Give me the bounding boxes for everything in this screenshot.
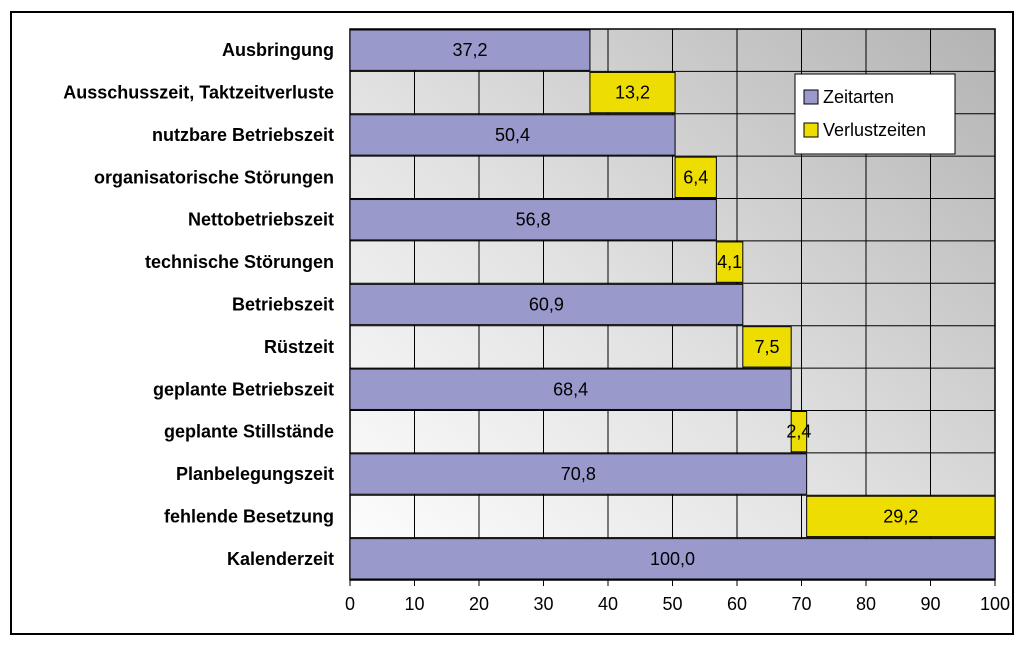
category-label-planbelegungszeit: Planbelegungszeit bbox=[176, 464, 334, 484]
category-label-geplante-stillst-nde: geplante Stillstände bbox=[164, 422, 334, 442]
bar-planbelegungszeit bbox=[349, 453, 808, 495]
bar-technische-st-rungen bbox=[715, 241, 744, 283]
data-label-nettobetriebszeit: 56,8 bbox=[516, 210, 551, 230]
data-label-technische-st-rungen: 4,1 bbox=[717, 252, 742, 272]
x-tick-label-80: 80 bbox=[856, 594, 876, 614]
category-labels: Ausbringung Ausschusszeit, Taktzeitverlus… bbox=[63, 40, 334, 569]
data-label-kalenderzeit: 100,0 bbox=[650, 549, 695, 569]
category-label-geplante-betriebszeit: geplante Betriebszeit bbox=[153, 379, 334, 399]
bar-nutzbare-betriebszeit bbox=[349, 114, 676, 156]
x-tick-label-60: 60 bbox=[727, 594, 747, 614]
legend-box bbox=[794, 73, 956, 155]
x-tick-label-50: 50 bbox=[662, 594, 682, 614]
category-label-ausbringung: Ausbringung bbox=[222, 40, 334, 60]
legend-swatch-verlustzeiten bbox=[803, 122, 819, 138]
category-label-fehlende-besetzung: fehlende Besetzung bbox=[164, 506, 334, 526]
x-tick-label-20: 20 bbox=[469, 594, 489, 614]
bar-organisatorische-st-rungen bbox=[674, 156, 717, 199]
bar-betriebszeit bbox=[349, 283, 744, 326]
bar-r-stzeit bbox=[742, 326, 792, 368]
bars: 37,2 13,2 50,4 6,4 56,8 4,1 60,9 7,5 68,4 2,4 70,8… bbox=[349, 29, 996, 580]
category-label-ausschusszeit-taktzeitverluste: Ausschusszeit, Taktzeitverluste bbox=[63, 83, 334, 103]
category-label-technische-st-rungen: technische Störungen bbox=[145, 252, 334, 272]
data-label-geplante-stillst-nde: 2,4 bbox=[786, 422, 811, 442]
data-label-ausbringung: 37,2 bbox=[452, 40, 487, 60]
bar-geplante-stillst-nde bbox=[790, 410, 808, 453]
category-label-nutzbare-betriebszeit: nutzbare Betriebszeit bbox=[152, 125, 334, 145]
x-tick-label-0: 0 bbox=[345, 594, 355, 614]
x-tick-label-90: 90 bbox=[920, 594, 940, 614]
category-label-kalenderzeit: Kalenderzeit bbox=[227, 549, 334, 569]
bar-ausbringung bbox=[349, 29, 591, 71]
bar-nettobetriebszeit bbox=[349, 199, 717, 241]
category-label-r-stzeit: Rüstzeit bbox=[264, 337, 334, 357]
bar-ausschusszeit-taktzeitverluste bbox=[589, 71, 676, 114]
legend-label-verlustzeiten: Verlustzeiten bbox=[823, 120, 926, 140]
data-label-geplante-betriebszeit: 68,4 bbox=[553, 379, 588, 399]
x-tick-label-40: 40 bbox=[598, 594, 618, 614]
legend-label-zeitarten: Zeitarten bbox=[823, 87, 894, 107]
data-label-betriebszeit: 60,9 bbox=[529, 295, 564, 315]
data-label-nutzbare-betriebszeit: 50,4 bbox=[495, 125, 530, 145]
bar-kalenderzeit bbox=[349, 538, 996, 580]
category-label-nettobetriebszeit: Nettobetriebszeit bbox=[188, 210, 334, 230]
data-label-fehlende-besetzung: 29,2 bbox=[883, 506, 918, 526]
x-tick-label-10: 10 bbox=[404, 594, 424, 614]
data-label-r-stzeit: 7,5 bbox=[754, 337, 779, 357]
category-label-betriebszeit: Betriebszeit bbox=[232, 295, 334, 315]
data-label-planbelegungszeit: 70,8 bbox=[561, 464, 596, 484]
x-tick-label-30: 30 bbox=[533, 594, 553, 614]
data-label-organisatorische-st-rungen: 6,4 bbox=[683, 167, 708, 187]
x-tick-label-100: 100 bbox=[980, 594, 1010, 614]
bar-geplante-betriebszeit bbox=[349, 368, 792, 410]
bar-fehlende-besetzung bbox=[806, 495, 996, 538]
x-tick-label-70: 70 bbox=[791, 594, 811, 614]
x-axis-ticks: 0 10 20 30 40 50 60 70 80 90 100 bbox=[345, 580, 1010, 614]
legend-swatch-zeitarten bbox=[803, 89, 819, 105]
legend: Zeitarten Verlustzeiten bbox=[794, 73, 956, 155]
category-label-organisatorische-st-rungen: organisatorische Störungen bbox=[94, 167, 334, 187]
data-label-ausschusszeit-taktzeitverluste: 13,2 bbox=[615, 83, 650, 103]
